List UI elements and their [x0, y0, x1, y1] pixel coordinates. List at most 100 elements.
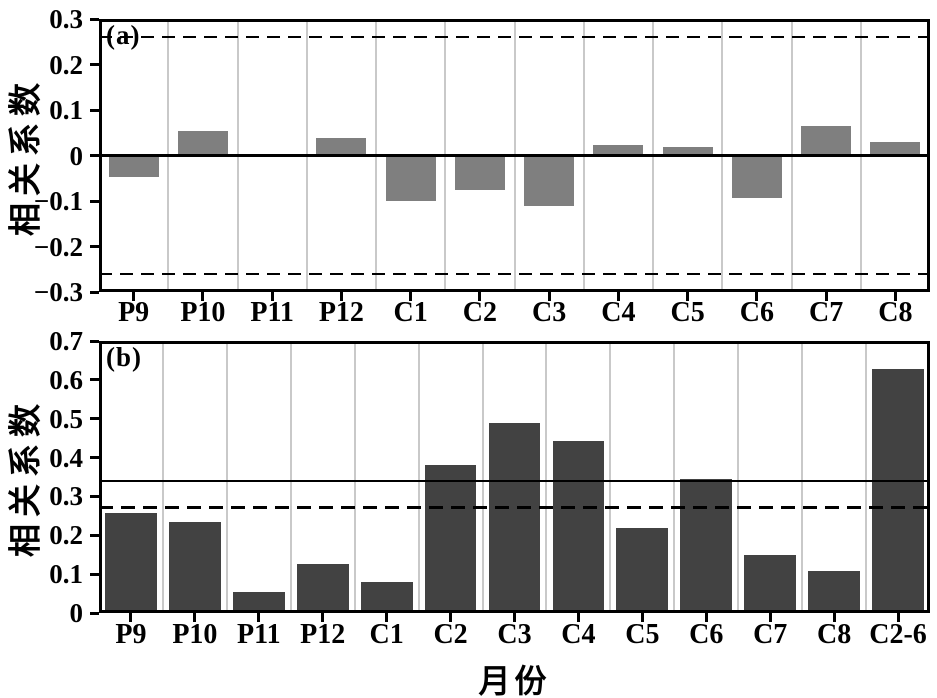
- x-axis-tick: [129, 613, 133, 622]
- gridline: [161, 341, 164, 613]
- bar-C6: [680, 478, 733, 613]
- y-axis-tick: [90, 417, 99, 421]
- x-axis-tick: [896, 613, 900, 622]
- y-tick-label: 0.6: [49, 364, 83, 395]
- bar-C2: [454, 155, 505, 190]
- x-axis-tick: [321, 613, 325, 622]
- bar-P10: [168, 522, 221, 613]
- x-axis-tick: [339, 292, 343, 301]
- y-axis-tick: [90, 17, 99, 21]
- x-tick-label-C1: C1: [369, 619, 404, 650]
- bar-P10: [177, 131, 228, 156]
- bar-C6: [731, 155, 782, 199]
- y-tick-label: 0.2: [49, 49, 83, 80]
- y-axis-tick: [90, 378, 99, 382]
- x-tick-label-C7: C7: [809, 297, 844, 328]
- x-tick-label-C2: C2: [433, 619, 468, 650]
- x-axis-tick: [385, 613, 389, 622]
- x-tick-label-C3: C3: [497, 619, 532, 650]
- x-axis-tick: [547, 292, 551, 301]
- bar-C7: [801, 125, 852, 156]
- x-tick-label-P10: P10: [180, 297, 226, 328]
- x-tick-label-P12: P12: [318, 297, 364, 328]
- gridline: [353, 341, 356, 613]
- bar-C5: [662, 147, 713, 156]
- y-axis-tick: [90, 245, 99, 248]
- bar-C2: [424, 464, 477, 613]
- x-axis-tick: [257, 613, 261, 622]
- x-tick-label-C6: C6: [689, 619, 724, 650]
- bar-P11: [232, 592, 285, 613]
- panel-b-label: (b): [106, 342, 142, 372]
- bar-C8: [808, 571, 860, 613]
- gridline: [609, 341, 612, 613]
- y-tick-label: 0.4: [49, 442, 83, 473]
- x-tick-label-C4: C4: [561, 619, 596, 650]
- y-axis-tick: [90, 108, 99, 112]
- x-tick-label-C5: C5: [625, 619, 660, 650]
- x-axis-tick: [832, 613, 836, 622]
- bar-C1: [360, 581, 413, 613]
- bar-C1: [385, 155, 436, 201]
- x-tick-label-P12: P12: [300, 619, 346, 650]
- gridline: [289, 341, 292, 613]
- bar-P9: [108, 155, 159, 177]
- x-tick-label-C8: C8: [816, 619, 852, 650]
- gridline: [545, 341, 548, 613]
- x-axis-tick: [686, 292, 690, 301]
- y-axis-tick: [90, 533, 99, 537]
- y-tick-label: −0.3: [33, 277, 83, 307]
- y-tick-label: 0.1: [49, 95, 83, 125]
- x-axis-tick: [768, 613, 772, 622]
- y-tick-label: 0.3: [49, 481, 83, 512]
- significance-solid-line: [99, 479, 930, 482]
- x-tick-label-C2-6: C2-6: [869, 619, 927, 650]
- x-axis-tick: [755, 292, 759, 301]
- x-axis-tick: [478, 292, 482, 301]
- y-axis-tick: [90, 154, 99, 157]
- x-axis-tick: [616, 292, 620, 301]
- significance-dashed-line: [99, 273, 930, 276]
- y-axis-tick: [90, 290, 99, 294]
- y-axis-tick: [90, 63, 99, 66]
- y-tick-label: 0.3: [49, 4, 83, 34]
- y-tick-label: −0.2: [33, 231, 83, 262]
- bar-C4: [552, 441, 605, 613]
- panel-b-plot-area: (b): [99, 341, 930, 613]
- zero-line: [99, 154, 930, 157]
- y-axis-tick: [90, 199, 99, 203]
- gridline: [737, 341, 740, 613]
- bar-C3: [524, 155, 575, 206]
- x-axis-tick: [704, 613, 708, 622]
- x-tick-label-P9: P9: [115, 619, 147, 650]
- x-tick-label-P10: P10: [172, 619, 218, 650]
- x-tick-label-C4: C4: [601, 297, 636, 328]
- x-tick-label-C5: C5: [670, 297, 705, 328]
- bar-C2-6: [872, 368, 924, 613]
- x-tick-label-C6: C6: [739, 297, 774, 328]
- x-axis-tick: [893, 292, 897, 301]
- y-axis-tick: [90, 456, 99, 460]
- y-tick-label: 0.5: [49, 403, 83, 434]
- x-axis-tick: [409, 292, 413, 301]
- x-tick-label-P9: P9: [118, 297, 150, 328]
- x-tick-label-C3: C3: [532, 297, 567, 328]
- x-axis-tick: [270, 292, 274, 301]
- bar-P12: [296, 564, 349, 613]
- x-axis-tick: [513, 613, 516, 622]
- gridline: [673, 341, 676, 613]
- x-tick-label-C8: C8: [878, 297, 913, 328]
- x-axis-tick: [449, 613, 453, 622]
- bar-C5: [616, 528, 669, 613]
- x-axis-tick: [201, 292, 205, 301]
- y-tick-label: 0.7: [49, 326, 83, 356]
- panel-a-label: (a): [106, 20, 141, 50]
- x-tick-label-C7: C7: [753, 619, 788, 650]
- y-axis-tick: [90, 611, 99, 615]
- gridline: [417, 341, 420, 613]
- x-axis-tick: [132, 292, 136, 301]
- x-axis-tick: [640, 613, 644, 622]
- x-axis-tick: [193, 613, 197, 622]
- significance-dashed-line: [99, 505, 930, 509]
